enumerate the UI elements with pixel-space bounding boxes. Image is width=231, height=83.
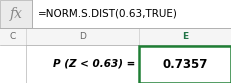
Text: P (Z < 0.63) =: P (Z < 0.63) =: [52, 59, 134, 69]
Bar: [0, 0, 32, 28]
Bar: [0, 28, 231, 45]
Text: C: C: [10, 32, 16, 41]
Bar: [0, 0, 231, 28]
Text: 0.7357: 0.7357: [162, 58, 207, 70]
Text: =NORM.S.DIST(0.63,TRUE): =NORM.S.DIST(0.63,TRUE): [38, 9, 177, 19]
Bar: [33, 0, 231, 28]
Bar: [32, 0, 33, 28]
Text: D: D: [79, 32, 85, 41]
Bar: [139, 45, 231, 83]
Bar: [0, 45, 231, 83]
Text: E: E: [182, 32, 188, 41]
Text: fx: fx: [9, 7, 22, 21]
Bar: [26, 45, 138, 83]
